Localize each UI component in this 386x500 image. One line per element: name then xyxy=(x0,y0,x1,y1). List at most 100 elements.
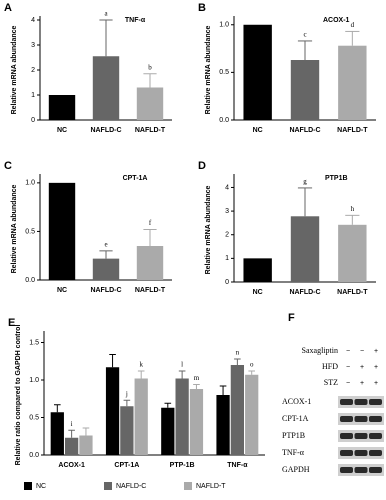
y-tick-label: 1.0 xyxy=(29,377,39,384)
bar xyxy=(245,374,259,455)
y-tick-label: 2 xyxy=(225,232,229,239)
annotation: l xyxy=(181,361,183,369)
y-tick-label: 0.0 xyxy=(219,117,229,124)
y-tick-label: 3 xyxy=(31,42,35,49)
blot-band xyxy=(340,433,353,439)
x-tick-label: NAFLD-C xyxy=(90,287,121,294)
chart-title: ACOX-1 xyxy=(323,17,350,24)
panel-label: D xyxy=(198,160,206,172)
bar xyxy=(189,389,204,455)
panel-label: B xyxy=(198,2,206,14)
condition-sign: − xyxy=(346,348,350,355)
y-tick-label: 0 xyxy=(225,279,229,286)
annotation: j xyxy=(125,390,128,398)
y-tick-label: 1.0 xyxy=(219,22,229,29)
bar xyxy=(50,412,64,455)
annotation: g xyxy=(303,178,307,186)
condition-label: HFD xyxy=(322,362,338,371)
blot-band xyxy=(354,433,368,439)
bar xyxy=(120,406,134,455)
blot-band xyxy=(369,399,382,405)
blot-band xyxy=(354,450,368,456)
annotation: a xyxy=(104,10,108,18)
y-axis-label: Relative mRNA abundance xyxy=(11,25,18,114)
chart-title: TNF-α xyxy=(125,17,146,24)
x-tick-label: NAFLD-T xyxy=(135,287,166,294)
annotation: h xyxy=(351,205,355,213)
bar xyxy=(134,378,148,455)
bar xyxy=(92,56,120,120)
blot-band xyxy=(340,399,353,405)
condition-sign: + xyxy=(360,380,364,387)
x-tick-label: NC xyxy=(57,287,67,294)
band-label: CPT-1A xyxy=(282,414,309,423)
annotation: i xyxy=(71,420,73,428)
x-tick-label: NAFLD-T xyxy=(337,127,368,134)
legend-label: NC xyxy=(36,483,46,490)
blot-band xyxy=(369,450,382,456)
y-axis-label: Relative mRNA abundance xyxy=(205,185,212,274)
panel-label: C xyxy=(4,160,12,172)
y-tick-label: 0 xyxy=(31,117,35,124)
bar xyxy=(338,224,367,282)
chart-title: CPT-1A xyxy=(123,175,148,182)
x-tick-label: NC xyxy=(253,127,263,134)
y-tick-label: 0.0 xyxy=(25,277,35,284)
condition-sign: + xyxy=(360,364,364,371)
annotation: m xyxy=(194,374,200,382)
blot-band xyxy=(340,467,353,473)
annotation: n xyxy=(236,349,240,357)
x-tick-label: NAFLD-C xyxy=(289,127,320,134)
annotation: c xyxy=(303,31,306,39)
bar xyxy=(290,216,320,282)
bar xyxy=(216,395,230,455)
x-tick-label: NAFLD-C xyxy=(90,127,121,134)
y-tick-label: 1 xyxy=(225,255,229,262)
y-tick-label: 0.5 xyxy=(219,69,229,76)
blot-band xyxy=(369,467,382,473)
legend-swatch xyxy=(104,482,112,490)
bar xyxy=(243,258,272,282)
legend-label: NAFLD-T xyxy=(196,483,226,490)
y-axis-label: Relative mRNA abundance xyxy=(205,25,212,114)
annotation: o xyxy=(250,361,254,369)
condition-sign: + xyxy=(374,380,378,387)
legend-swatch xyxy=(184,482,192,490)
bar xyxy=(161,407,175,455)
bar xyxy=(64,437,79,455)
blot-band xyxy=(340,450,353,456)
y-tick-label: 0.5 xyxy=(29,414,39,421)
blot-band xyxy=(340,416,353,422)
y-tick-label: 0.0 xyxy=(29,452,39,459)
bar xyxy=(243,24,272,121)
y-axis-label: Relative ratio compared to GAPDH control xyxy=(15,325,22,466)
annotation: f xyxy=(149,219,152,227)
condition-label: Saxagliptin xyxy=(302,346,338,355)
x-tick-label: NC xyxy=(253,289,263,296)
panel-label: F xyxy=(288,312,295,324)
x-tick-label: CPT-1A xyxy=(114,462,139,469)
chart-title: PTP1B xyxy=(325,175,348,182)
bar xyxy=(136,246,164,280)
condition-sign: + xyxy=(374,348,378,355)
bar xyxy=(92,258,120,280)
x-tick-label: NAFLD-C xyxy=(289,289,320,296)
condition-sign: − xyxy=(360,348,364,355)
y-tick-label: 2 xyxy=(31,67,35,74)
condition-sign: − xyxy=(346,380,350,387)
condition-label: STZ xyxy=(324,378,338,387)
bar xyxy=(230,365,245,455)
annotation: b xyxy=(148,63,152,71)
y-tick-label: 0.5 xyxy=(25,228,35,235)
x-tick-label: NAFLD-T xyxy=(337,289,368,296)
band-label: ACOX-1 xyxy=(282,397,311,406)
x-tick-label: NAFLD-T xyxy=(135,127,166,134)
bar xyxy=(48,95,76,120)
annotation: k xyxy=(139,361,143,369)
x-tick-label: PTP-1B xyxy=(170,462,195,469)
band-label: TNF-α xyxy=(282,448,305,457)
bar xyxy=(338,45,367,120)
bar xyxy=(175,378,189,455)
band-label: PTP1B xyxy=(282,431,305,440)
